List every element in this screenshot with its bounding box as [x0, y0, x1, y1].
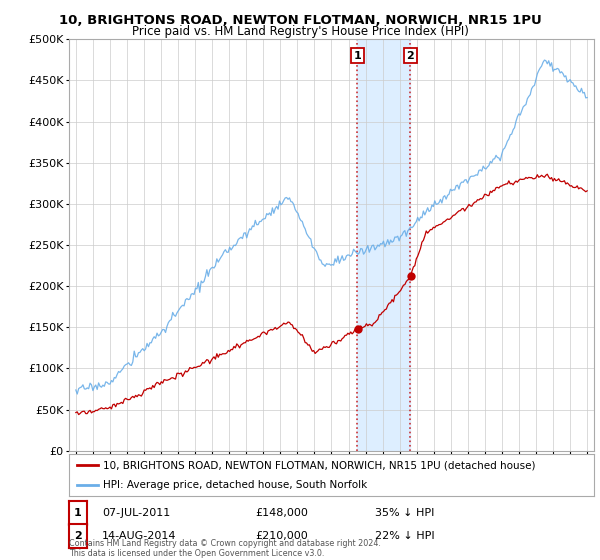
Text: 14-AUG-2014: 14-AUG-2014 — [102, 531, 176, 541]
Text: 22% ↓ HPI: 22% ↓ HPI — [375, 531, 434, 541]
Text: 2: 2 — [74, 531, 82, 541]
Text: Price paid vs. HM Land Registry's House Price Index (HPI): Price paid vs. HM Land Registry's House … — [131, 25, 469, 38]
Text: 1: 1 — [353, 50, 361, 60]
Text: 10, BRIGHTONS ROAD, NEWTON FLOTMAN, NORWICH, NR15 1PU: 10, BRIGHTONS ROAD, NEWTON FLOTMAN, NORW… — [59, 14, 541, 27]
Text: 1: 1 — [74, 508, 82, 518]
Text: HPI: Average price, detached house, South Norfolk: HPI: Average price, detached house, Sout… — [103, 480, 367, 490]
Text: Contains HM Land Registry data © Crown copyright and database right 2024.
This d: Contains HM Land Registry data © Crown c… — [69, 539, 381, 558]
Text: £210,000: £210,000 — [255, 531, 308, 541]
Text: 2: 2 — [406, 50, 414, 60]
Text: 07-JUL-2011: 07-JUL-2011 — [102, 508, 170, 518]
Bar — [358, 39, 410, 451]
Text: £148,000: £148,000 — [255, 508, 308, 518]
Text: 35% ↓ HPI: 35% ↓ HPI — [375, 508, 434, 518]
Text: 10, BRIGHTONS ROAD, NEWTON FLOTMAN, NORWICH, NR15 1PU (detached house): 10, BRIGHTONS ROAD, NEWTON FLOTMAN, NORW… — [103, 460, 536, 470]
